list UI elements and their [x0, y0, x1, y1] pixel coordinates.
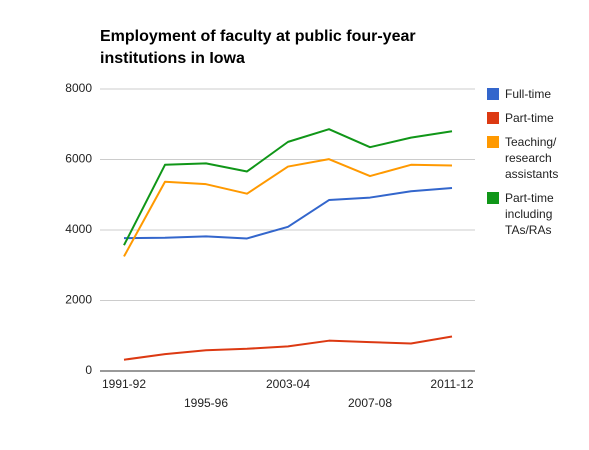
series-line [123, 128, 453, 246]
y-tick-label: 2000 [65, 293, 92, 307]
y-tick-label: 4000 [65, 222, 92, 236]
y-tick-label: 8000 [65, 81, 92, 95]
series-line [123, 158, 453, 257]
x-tick-label: 2003-04 [266, 377, 310, 391]
legend-label: Full-time [505, 87, 552, 101]
legend-swatch [487, 112, 499, 124]
legend-swatch [487, 88, 499, 100]
x-tick-label: 2011-12 [430, 377, 473, 391]
legend-label: Part-time [505, 111, 554, 125]
series-line [123, 335, 453, 361]
legend: Full-time Part-time Teaching/ research ass… [487, 86, 587, 246]
x-tick-label: 1995-96 [184, 396, 228, 410]
series-line [123, 187, 453, 240]
legend-item: Part-time [487, 110, 587, 126]
legend-label: Part-time including TAs/RAs [505, 191, 554, 237]
legend-item: Part-time including TAs/RAs [487, 190, 587, 238]
legend-item: Teaching/ research assistants [487, 134, 587, 182]
legend-label: Teaching/ research assistants [505, 135, 559, 181]
x-tick-label: 2007-08 [348, 396, 392, 410]
y-tick-label: 6000 [65, 152, 92, 166]
x-tick-label: 1991-92 [102, 377, 146, 391]
legend-item: Full-time [487, 86, 587, 102]
y-tick-label: 0 [85, 363, 92, 377]
legend-swatch [487, 192, 499, 204]
legend-swatch [487, 136, 499, 148]
chart-title: Employment of faculty at public four-yea… [100, 28, 416, 67]
